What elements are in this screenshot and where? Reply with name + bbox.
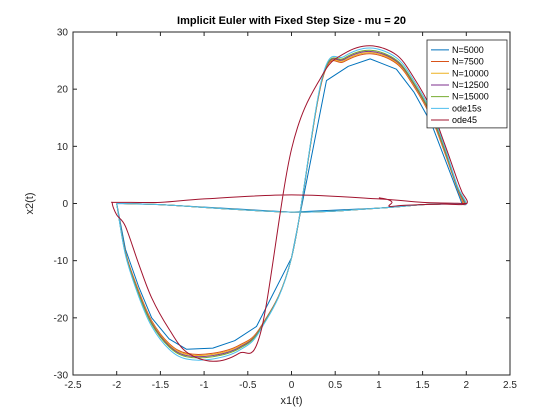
y-tick-label: 20 (57, 85, 69, 96)
series-line-ode45 (111, 45, 468, 362)
y-tick-label: 30 (57, 28, 69, 39)
x-tick-label: -1.5 (152, 380, 170, 391)
x-tick-label: 1.5 (416, 380, 430, 391)
y-tick-label: -20 (54, 313, 69, 324)
series-line-n-7500 (116, 53, 464, 355)
x-tick-label: 0 (289, 380, 295, 391)
y-tick-label: -30 (54, 371, 69, 382)
legend-label: N=5000 (452, 45, 484, 55)
x-tick-label: -1 (200, 380, 209, 391)
y-tick-label: 0 (62, 199, 68, 210)
legend-label: N=10000 (452, 68, 489, 78)
chart-title: Implicit Euler with Fixed Step Size - mu… (177, 15, 406, 27)
series-line-n-5000 (116, 58, 463, 350)
x-tick-label: 2 (464, 380, 470, 391)
legend-label: ode45 (452, 115, 477, 125)
legend-box (426, 39, 508, 129)
x-tick-label: -2.5 (64, 380, 82, 391)
legend-label: N=12500 (452, 80, 489, 90)
x-tick-label: 0.5 (328, 380, 342, 391)
x-tick-label: -2 (112, 380, 121, 391)
plot-lines (111, 45, 468, 362)
series-line-n-10000 (116, 52, 465, 357)
x-axis-label: x1(t) (281, 395, 303, 407)
x-tick-label: 1 (376, 380, 382, 391)
legend-label: ode15s (452, 103, 482, 113)
y-axis-label: x2(t) (24, 193, 36, 215)
y-tick-label: 10 (57, 142, 69, 153)
series-line-ode15s (116, 47, 467, 361)
x-tick-label: 2.5 (503, 380, 517, 391)
series-line-n-12500 (116, 50, 466, 358)
ticks: -2.5 -2 -1.5 -1 -0.5 0 0.5 1 1.5 2 2.5 -30 -20 -10 0 10… (54, 28, 518, 392)
y-tick-label: -10 (54, 256, 69, 267)
x-tick-label: -0.5 (239, 380, 257, 391)
legend-label: N=15000 (452, 92, 489, 102)
series-line-n-15000 (116, 49, 466, 359)
legend-label: N=7500 (452, 57, 484, 67)
